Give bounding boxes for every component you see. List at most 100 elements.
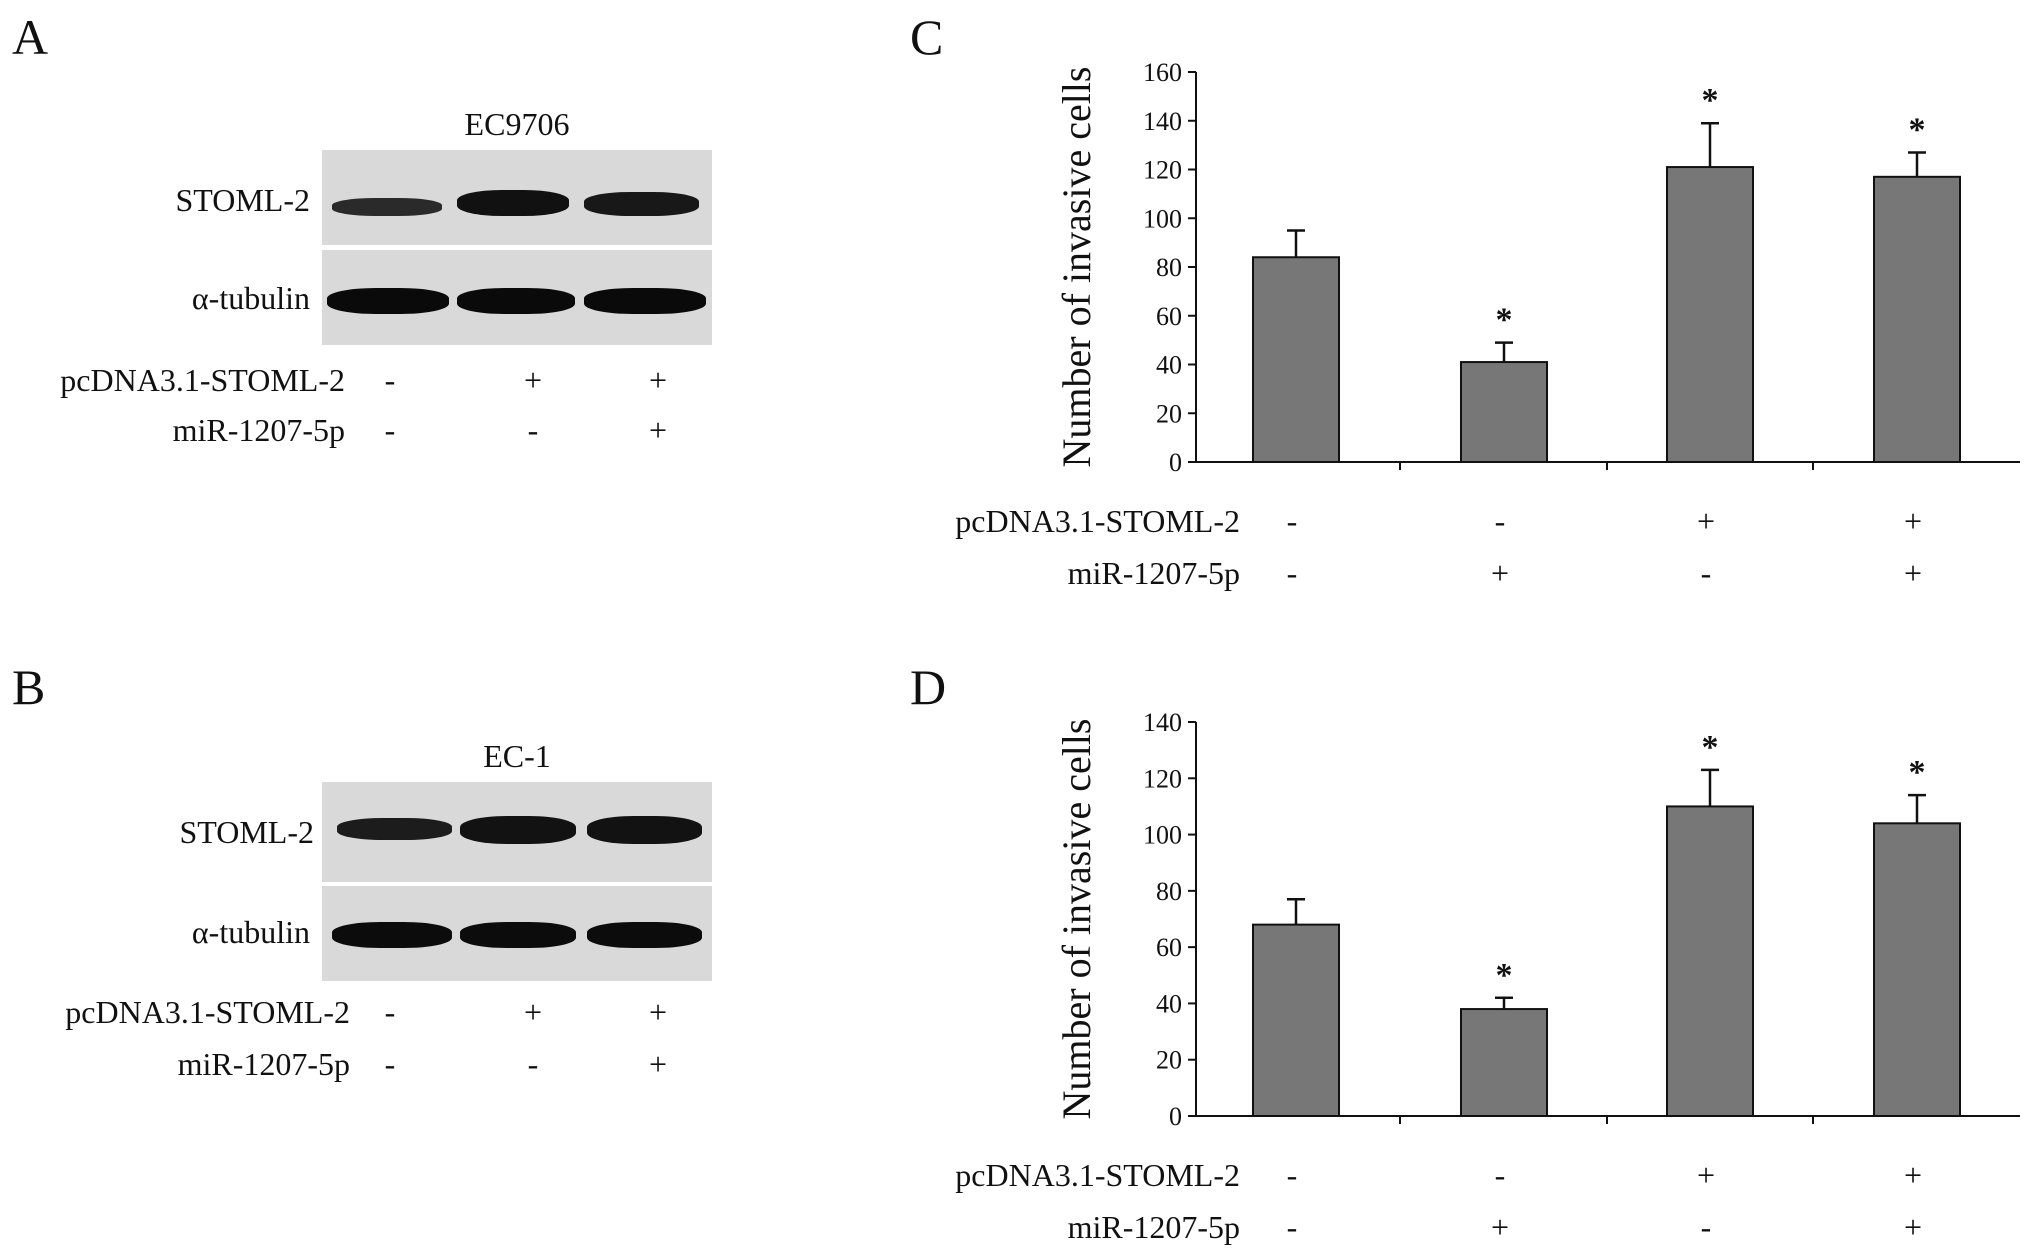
sign: + <box>648 412 668 448</box>
y-tick-label: 0 <box>1169 448 1182 477</box>
condition-sign: - <box>1287 503 1298 539</box>
row-label-stoml2: STOML-2 <box>175 182 310 218</box>
condition-label: pcDNA3.1-STOML-2 <box>955 503 1240 539</box>
y-tick-label: 60 <box>1156 933 1182 962</box>
bar-chart-c: 0 20 40 60 80 100 120 140 160 Number of invasive … <box>900 0 2031 626</box>
bar-chart-d: 0 20 40 60 80 100 120 140 Number of invasive cel… <box>900 626 2031 1252</box>
row-label-tubulin: α-tubulin <box>191 280 310 316</box>
condition-label: miR-1207-5p <box>177 1046 350 1082</box>
sign: - <box>384 994 396 1030</box>
condition-sign: + <box>1697 1157 1715 1193</box>
sign: + <box>523 994 543 1030</box>
band <box>587 922 702 948</box>
bar-chart-c-svg: 0 20 40 60 80 100 120 140 160 Number of invasive … <box>955 58 2020 591</box>
bar <box>1252 923 1340 1117</box>
panel-letter-a: A <box>12 9 49 65</box>
sign: - <box>384 362 396 398</box>
band <box>332 922 452 948</box>
significance-marker: * <box>1702 729 1719 766</box>
sign: + <box>648 1046 668 1082</box>
condition-sign: - <box>1287 1209 1298 1245</box>
condition-sign: - <box>1495 503 1506 539</box>
band <box>332 198 442 216</box>
western-blot-a: EC9706 STOML-2 α-tubulin pcDNA3.1-STOML-… <box>0 0 760 480</box>
bar <box>1666 805 1754 1118</box>
bar <box>1460 1008 1548 1117</box>
condition-sign: + <box>1904 503 1922 539</box>
condition-sign: + <box>1697 503 1715 539</box>
blot-title: EC9706 <box>464 106 570 142</box>
western-blot-b: EC-1 STOML-2 α-tubulin pcDNA3.1-STOML-2 … <box>0 632 760 1112</box>
y-tick-label: 100 <box>1143 821 1182 850</box>
row-label-stoml2: STOML-2 <box>179 814 314 850</box>
condition-sign: + <box>1904 1157 1922 1193</box>
sign: + <box>648 994 668 1030</box>
y-tick-label: 40 <box>1156 351 1182 380</box>
condition-sign: + <box>1491 555 1509 591</box>
panel-letter-b: B <box>12 659 46 715</box>
blot-strip-stoml2 <box>322 782 712 882</box>
condition-sign: + <box>1904 1209 1922 1245</box>
band <box>587 816 702 844</box>
y-tick-label: 100 <box>1143 204 1182 233</box>
band <box>337 818 452 840</box>
sign: - <box>527 1046 539 1082</box>
condition-sign: - <box>1287 1157 1298 1193</box>
condition-sign: - <box>1701 555 1712 591</box>
blot-strip-tubulin <box>322 886 712 981</box>
band <box>584 192 699 216</box>
condition-sign: + <box>1904 555 1922 591</box>
condition-label: miR-1207-5p <box>172 412 345 448</box>
significance-marker: * <box>1496 957 1513 994</box>
band <box>460 816 576 844</box>
condition-label: miR-1207-5p <box>1068 1209 1240 1245</box>
bar <box>1460 361 1548 463</box>
band <box>457 288 575 314</box>
sign: + <box>523 362 543 398</box>
condition-label: pcDNA3.1-STOML-2 <box>60 362 345 398</box>
row-label-tubulin: α-tubulin <box>191 914 310 950</box>
condition-sign: - <box>1701 1209 1712 1245</box>
panel-letter-c: C <box>910 9 944 65</box>
y-tick-label: 160 <box>1143 58 1182 87</box>
blot-strip-stoml2 <box>322 150 712 245</box>
y-tick-label: 80 <box>1156 877 1182 906</box>
bar <box>1252 256 1340 463</box>
sign: - <box>527 412 539 448</box>
sign: + <box>648 362 668 398</box>
y-tick-label: 120 <box>1143 764 1182 793</box>
condition-label: pcDNA3.1-STOML-2 <box>65 994 350 1030</box>
condition-sign: - <box>1495 1157 1506 1193</box>
y-tick-label: 20 <box>1156 399 1182 428</box>
band <box>327 288 449 314</box>
band <box>460 922 576 948</box>
condition-sign: - <box>1287 555 1298 591</box>
band <box>457 190 569 216</box>
bar-chart-d-svg: 0 20 40 60 80 100 120 140 Number of invasive cel… <box>955 708 2020 1245</box>
significance-marker: * <box>1909 111 1926 148</box>
panel-letter-d: D <box>910 659 947 715</box>
sign: - <box>384 1046 396 1082</box>
significance-marker: * <box>1702 82 1719 119</box>
condition-label: miR-1207-5p <box>1068 555 1240 591</box>
y-tick-label: 40 <box>1156 989 1182 1018</box>
y-tick-label: 60 <box>1156 302 1182 331</box>
y-tick-label: 140 <box>1143 107 1182 136</box>
condition-sign: + <box>1491 1209 1509 1245</box>
blot-strip-tubulin <box>322 250 712 345</box>
sign: - <box>384 412 396 448</box>
y-axis-label: Number of invasive cells <box>1054 67 1099 468</box>
y-tick-label: 0 <box>1169 1102 1182 1131</box>
bar <box>1873 822 1961 1117</box>
y-tick-label: 20 <box>1156 1046 1182 1075</box>
y-axis-label: Number of invasive cells <box>1054 719 1099 1120</box>
blot-title: EC-1 <box>483 738 551 774</box>
band <box>584 288 706 314</box>
y-tick-label: 80 <box>1156 253 1182 282</box>
condition-label: pcDNA3.1-STOML-2 <box>955 1157 1240 1193</box>
bar <box>1666 166 1754 463</box>
y-tick-label: 140 <box>1143 708 1182 737</box>
bar <box>1873 175 1961 463</box>
significance-marker: * <box>1496 302 1513 339</box>
y-tick-label: 120 <box>1143 156 1182 185</box>
